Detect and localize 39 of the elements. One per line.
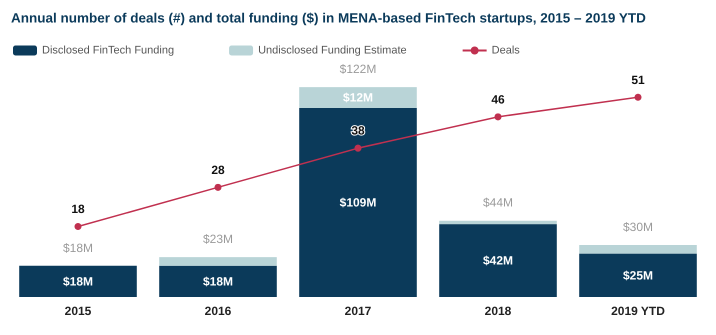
total-label: $122M: [340, 62, 376, 76]
total-label: $44M: [482, 196, 514, 210]
data-label: 38: [351, 124, 365, 138]
legend-label: Deals: [492, 44, 520, 56]
data-label: $109M: [340, 195, 376, 210]
data-label: 28: [211, 162, 225, 177]
bar: [579, 254, 697, 297]
bar: [299, 87, 417, 108]
point: [634, 94, 642, 101]
total-label: $30M: [622, 220, 654, 234]
bar: [439, 220, 557, 224]
bar: [439, 224, 557, 297]
x-tick-label: 2018: [484, 304, 512, 318]
data-label: $18M: [202, 274, 234, 288]
data-label: $18M: [62, 274, 94, 288]
data-label: $25M: [622, 268, 654, 282]
legend-label: Disclosed FinTech Funding: [42, 44, 174, 56]
point: [74, 223, 82, 230]
x-tick-label: 2015: [64, 304, 92, 318]
x-tick-label: 2016: [204, 304, 232, 318]
bar: [19, 266, 137, 297]
total-label: $18M: [62, 240, 94, 255]
data-label: $42M: [482, 254, 514, 268]
chart-title: Annual number of deals (#) and total funding ($) in MENA-based FinTech startups, 2015 – 2019 YTD: [11, 10, 646, 26]
point: [494, 113, 502, 120]
data-label: $12M: [342, 90, 374, 105]
total-label: $23M: [202, 232, 234, 246]
bar: [299, 108, 417, 297]
bar: [579, 244, 697, 254]
point: [354, 144, 362, 152]
point: [214, 184, 222, 191]
legend-label: Undisclosed Funding Estimate: [258, 44, 407, 56]
x-tick-label: 2019 YTD: [611, 304, 666, 318]
data-label: 18: [71, 202, 85, 216]
bar: [159, 257, 277, 266]
bar: [159, 266, 277, 297]
data-label: 46: [491, 92, 505, 106]
x-tick-label: 2017: [344, 304, 372, 318]
data-label: 51: [631, 72, 645, 87]
